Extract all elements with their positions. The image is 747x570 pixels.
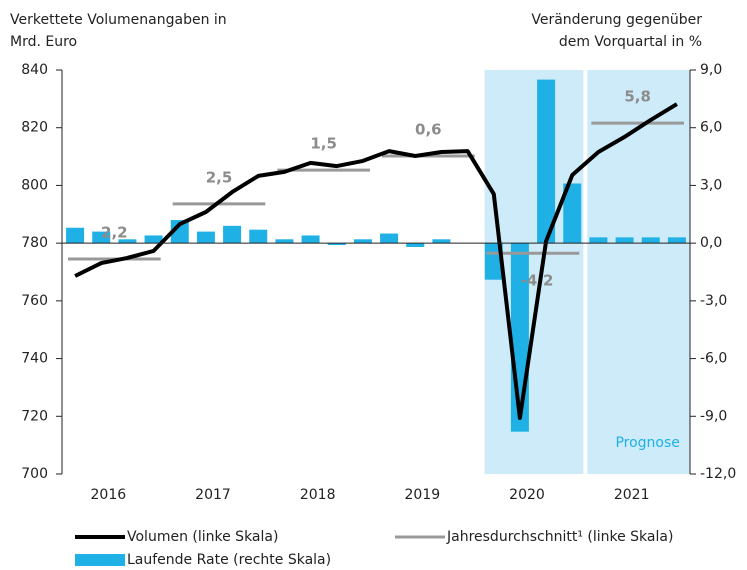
- bar: [327, 243, 346, 246]
- bar: [406, 243, 425, 247]
- rate-label: 0,6: [415, 120, 442, 138]
- bar: [667, 237, 686, 244]
- y-tick-label: 840: [21, 62, 48, 78]
- bar: [641, 237, 660, 244]
- rate-label: 5,8: [624, 88, 651, 106]
- y-tick-label: 800: [21, 177, 48, 193]
- y-tick-label: 700: [21, 466, 48, 482]
- y-tick-label: 720: [21, 408, 48, 424]
- bar: [432, 239, 451, 244]
- bar: [92, 231, 111, 244]
- legend-label: Volumen (linke Skala): [127, 529, 278, 545]
- legend-label: Laufende Rate (rechte Skala): [127, 552, 331, 568]
- bar: [170, 220, 189, 244]
- bar: [301, 235, 320, 244]
- y2-tick-label: 9,0: [700, 62, 722, 78]
- bar: [380, 233, 399, 244]
- x-tick-label: 2018: [300, 487, 336, 503]
- bar: [563, 183, 582, 244]
- x-tick-label: 2017: [195, 487, 231, 503]
- bar: [196, 231, 215, 244]
- bar: [223, 225, 242, 244]
- y-label: Verkettete Volumenangaben in: [10, 12, 227, 28]
- annotation: Prognose: [615, 435, 679, 451]
- y-label: Mrd. Euro: [10, 34, 77, 50]
- y-tick-label: 780: [21, 235, 48, 251]
- y2-tick-label: -12,0: [700, 466, 736, 482]
- y2-label: dem Vorquartal in %: [559, 34, 702, 50]
- y2-tick-label: 0,0: [700, 235, 722, 251]
- x-tick-label: 2016: [91, 487, 127, 503]
- rate-label: -4,2: [521, 272, 554, 290]
- bar: [144, 235, 163, 244]
- bar: [353, 239, 372, 244]
- y2-tick-label: 3,0: [700, 177, 722, 193]
- legend-swatch: [75, 554, 125, 566]
- y2-label: Veränderung gegenüber: [531, 12, 702, 28]
- y2-tick-label: -6,0: [700, 351, 727, 367]
- rate-label: 2,2: [101, 224, 128, 242]
- x-tick-label: 2021: [614, 487, 650, 503]
- bar: [537, 79, 556, 244]
- y-tick-label: 760: [21, 293, 48, 309]
- x-tick-label: 2019: [405, 487, 441, 503]
- shade: [587, 70, 690, 474]
- bar: [66, 227, 85, 244]
- rate-label: 2,5: [206, 168, 233, 186]
- y-tick-label: 740: [21, 351, 48, 367]
- volume-line: [74, 102, 678, 420]
- bar: [589, 237, 608, 244]
- y2-tick-label: -3,0: [700, 293, 727, 309]
- bar: [118, 239, 137, 244]
- x-tick-label: 2020: [509, 487, 545, 503]
- rate-label: 1,5: [310, 135, 337, 153]
- y-tick-label: 820: [21, 120, 48, 136]
- legend-label: Jahresdurchschnitt¹ (linke Skala): [446, 529, 673, 545]
- bar: [615, 237, 634, 244]
- bar: [249, 229, 268, 244]
- y2-tick-label: -9,0: [700, 408, 727, 424]
- y2-tick-label: 6,0: [700, 120, 722, 136]
- bar: [275, 239, 294, 244]
